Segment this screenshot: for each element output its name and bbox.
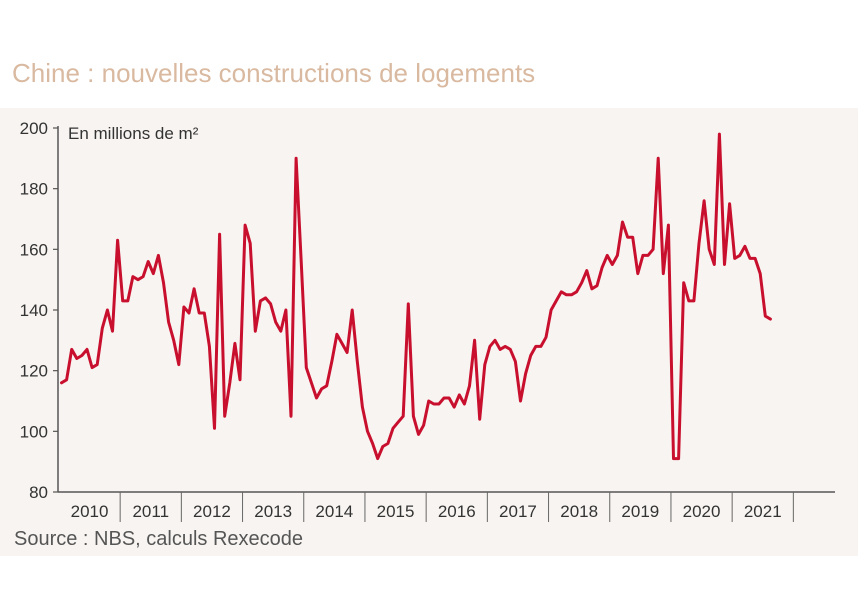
chart-panel bbox=[0, 108, 858, 556]
y-tick-label: 140 bbox=[20, 301, 48, 320]
unit-label: En millions de m² bbox=[68, 124, 199, 143]
source-note: Source : NBS, calculs Rexecode bbox=[14, 528, 304, 550]
x-tick-label: 2010 bbox=[71, 502, 109, 521]
x-tick-label: 2021 bbox=[744, 502, 782, 521]
x-tick-label: 2016 bbox=[438, 502, 476, 521]
x-tick-label: 2019 bbox=[621, 502, 659, 521]
y-tick-label: 160 bbox=[20, 240, 48, 259]
x-tick-label: 2017 bbox=[499, 502, 537, 521]
x-tick-label: 2013 bbox=[254, 502, 292, 521]
series-line bbox=[60, 132, 772, 461]
x-tick-label: 2018 bbox=[560, 502, 598, 521]
chart-title: Chine : nouvelles constructions de logem… bbox=[12, 58, 536, 88]
y-tick-label: 80 bbox=[29, 483, 48, 502]
y-ticks: 80 100 120 140 160 180 200 bbox=[20, 119, 58, 502]
x-tick-label: 2012 bbox=[193, 502, 231, 521]
series-group bbox=[60, 132, 772, 461]
y-tick-label: 200 bbox=[20, 119, 48, 138]
y-tick-label: 120 bbox=[20, 362, 48, 381]
y-tick-label: 100 bbox=[20, 422, 48, 441]
x-ticks: 2010 2011 2012 2013 2014 2015 2016 2017 2018 2019… bbox=[71, 492, 794, 522]
x-tick-label: 2014 bbox=[315, 502, 353, 521]
y-tick-label: 180 bbox=[20, 180, 48, 199]
x-tick-label: 2020 bbox=[683, 502, 721, 521]
x-tick-label: 2011 bbox=[132, 502, 169, 521]
x-tick-label: 2015 bbox=[377, 502, 415, 521]
